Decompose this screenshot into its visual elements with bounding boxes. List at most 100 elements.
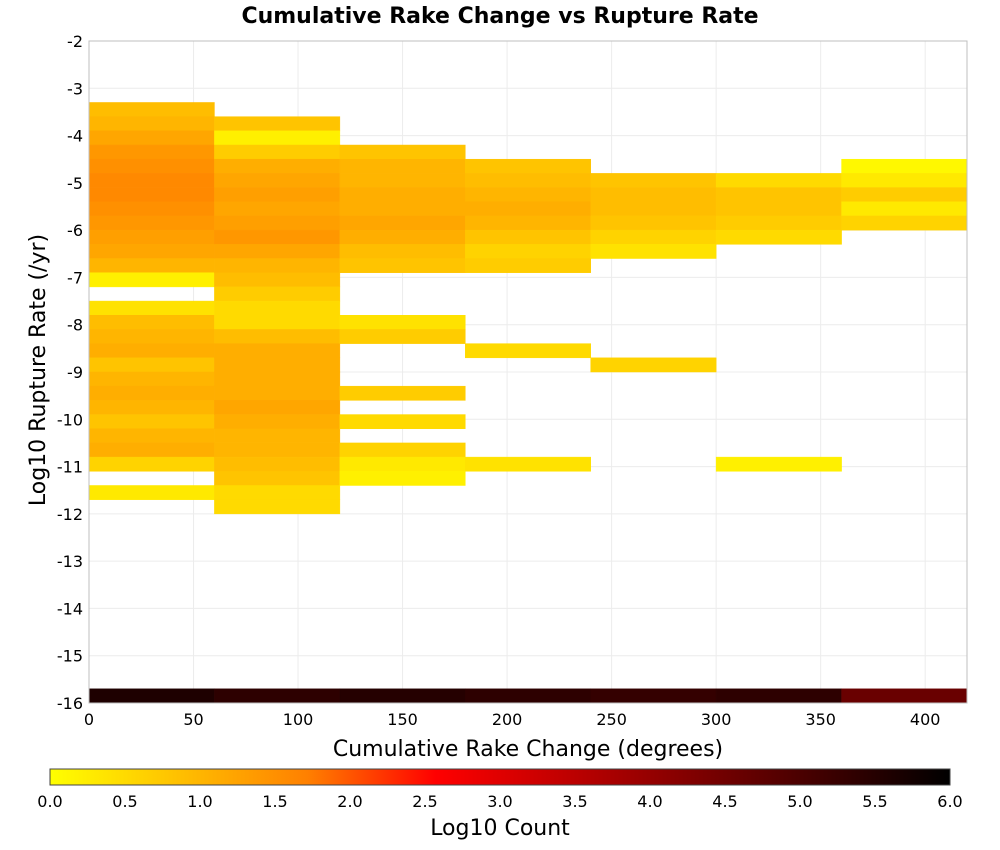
heatmap-cell xyxy=(590,688,717,704)
heatmap-cell xyxy=(214,229,341,245)
heatmap-cell xyxy=(465,173,591,188)
colorbar-tick-label: 4.0 xyxy=(637,792,662,811)
heatmap-cell xyxy=(88,442,215,458)
heatmap-cell xyxy=(214,187,341,203)
colorbar-tick-label: 5.0 xyxy=(787,792,812,811)
colorbar-tick-label: 2.0 xyxy=(337,792,362,811)
heatmap-cell xyxy=(88,343,215,359)
heatmap-cell xyxy=(88,400,215,415)
y-tick-label: -6 xyxy=(67,221,83,240)
x-tick-label: 300 xyxy=(701,710,732,729)
x-tick-label: 400 xyxy=(910,710,941,729)
heatmap-cell xyxy=(88,315,215,330)
y-tick-label: -14 xyxy=(57,599,83,618)
heatmap-cell xyxy=(590,244,717,259)
heatmap-cell xyxy=(214,499,341,515)
y-tick-label: -12 xyxy=(57,505,83,524)
colorbar-tick-label: 0.0 xyxy=(37,792,62,811)
heatmap-cell xyxy=(88,428,215,444)
heatmap-cell xyxy=(88,229,215,245)
x-axis-label: Cumulative Rake Change (degrees) xyxy=(333,737,723,762)
heatmap-cell xyxy=(214,442,341,458)
heatmap-cell xyxy=(841,158,968,174)
colorbar-tick-label: 1.5 xyxy=(262,792,287,811)
heatmap-cell xyxy=(339,258,466,273)
heatmap-cell xyxy=(88,414,215,429)
heatmap-cell xyxy=(214,244,341,259)
heatmap-cell xyxy=(715,456,842,472)
heatmap-cell xyxy=(214,130,341,146)
heatmap-cell xyxy=(841,173,968,188)
heatmap-cell xyxy=(88,357,215,373)
heatmap-cell xyxy=(88,688,215,704)
plot-frame xyxy=(88,40,968,704)
heatmap-cell xyxy=(214,385,341,401)
heatmap-cell xyxy=(214,428,341,444)
heatmap-cell xyxy=(465,158,591,174)
heatmap-cell xyxy=(339,471,466,486)
heatmap-cell xyxy=(339,244,466,259)
heatmap-cell xyxy=(590,215,717,231)
heatmap-cell xyxy=(214,201,341,217)
heatmap-cell xyxy=(841,201,968,217)
heatmap-cell xyxy=(841,215,968,231)
heatmap-cell xyxy=(214,300,341,316)
x-tick-label: 100 xyxy=(283,710,314,729)
y-tick-labels: -2 -3 -4 -5 -6 -7 -8 -9 -10 -11 -12 -13 -14 -15 -16 xyxy=(57,32,83,713)
heatmap-cell xyxy=(339,329,466,344)
x-tick-label: 150 xyxy=(387,710,418,729)
heatmap-cell xyxy=(465,201,591,217)
heatmap-cell xyxy=(339,442,466,458)
heatmap-cell xyxy=(88,187,215,203)
heatmap-cell xyxy=(88,385,215,401)
y-tick-label: -9 xyxy=(67,363,83,382)
y-axis-label: Log10 Rupture Rate (/yr) xyxy=(26,234,51,506)
colorbar-tick-label: 2.5 xyxy=(412,792,437,811)
heatmap-cell xyxy=(841,187,968,203)
heatmap-cell xyxy=(214,315,341,330)
heatmap-cell xyxy=(715,229,842,245)
heatmap-cell xyxy=(339,173,466,188)
heatmap-cell xyxy=(590,187,717,203)
heatmap-cell xyxy=(214,258,341,273)
heatmap-cell xyxy=(465,215,591,231)
colorbar-tick-label: 3.5 xyxy=(562,792,587,811)
heatmap-cell xyxy=(214,471,341,486)
heatmap-cell xyxy=(339,315,466,330)
x-tick-labels: 0 50 100 150 200 250 300 350 400 xyxy=(84,710,941,729)
y-tick-label: -8 xyxy=(67,316,83,335)
colorbar-tick-labels: 0.0 0.5 1.0 1.5 2.0 2.5 3.0 3.5 4.0 4.5 5.0 5.5 6.0 xyxy=(37,792,962,811)
heatmap-cell xyxy=(88,201,215,217)
heatmap-cells xyxy=(88,102,968,704)
heatmap-cell xyxy=(339,215,466,231)
heatmap-cell xyxy=(465,688,591,704)
colorbar-tick-label: 3.0 xyxy=(487,792,512,811)
heatmap-cell xyxy=(88,485,215,500)
heatmap-cell xyxy=(214,414,341,429)
heatmap-cell xyxy=(214,329,341,344)
heatmap-cell xyxy=(214,173,341,188)
heatmap-cell xyxy=(715,187,842,203)
heatmap-cell xyxy=(715,173,842,188)
heatmap-cell xyxy=(465,244,591,259)
heatmap-cell xyxy=(590,173,717,188)
heatmap-cell xyxy=(339,229,466,245)
y-tick-label: -5 xyxy=(67,174,83,193)
heatmap-cell xyxy=(88,272,215,288)
chart-title: Cumulative Rake Change vs Rupture Rate xyxy=(241,4,758,29)
heatmap-cell xyxy=(214,357,341,373)
heatmap-cell xyxy=(339,688,466,704)
heatmap-cell xyxy=(715,688,842,704)
heatmap-cell xyxy=(88,258,215,273)
colorbar-tick-label: 1.0 xyxy=(187,792,212,811)
y-tick-label: -3 xyxy=(67,79,83,98)
heatmap-cell xyxy=(88,215,215,231)
heatmap-cell xyxy=(465,258,591,273)
heatmap-cell xyxy=(88,456,215,472)
y-tick-label: -16 xyxy=(57,694,83,713)
y-tick-label: -2 xyxy=(67,32,83,51)
colorbar-tick-label: 6.0 xyxy=(937,792,962,811)
heatmap-cell xyxy=(214,456,341,472)
heatmap-cell xyxy=(88,371,215,387)
